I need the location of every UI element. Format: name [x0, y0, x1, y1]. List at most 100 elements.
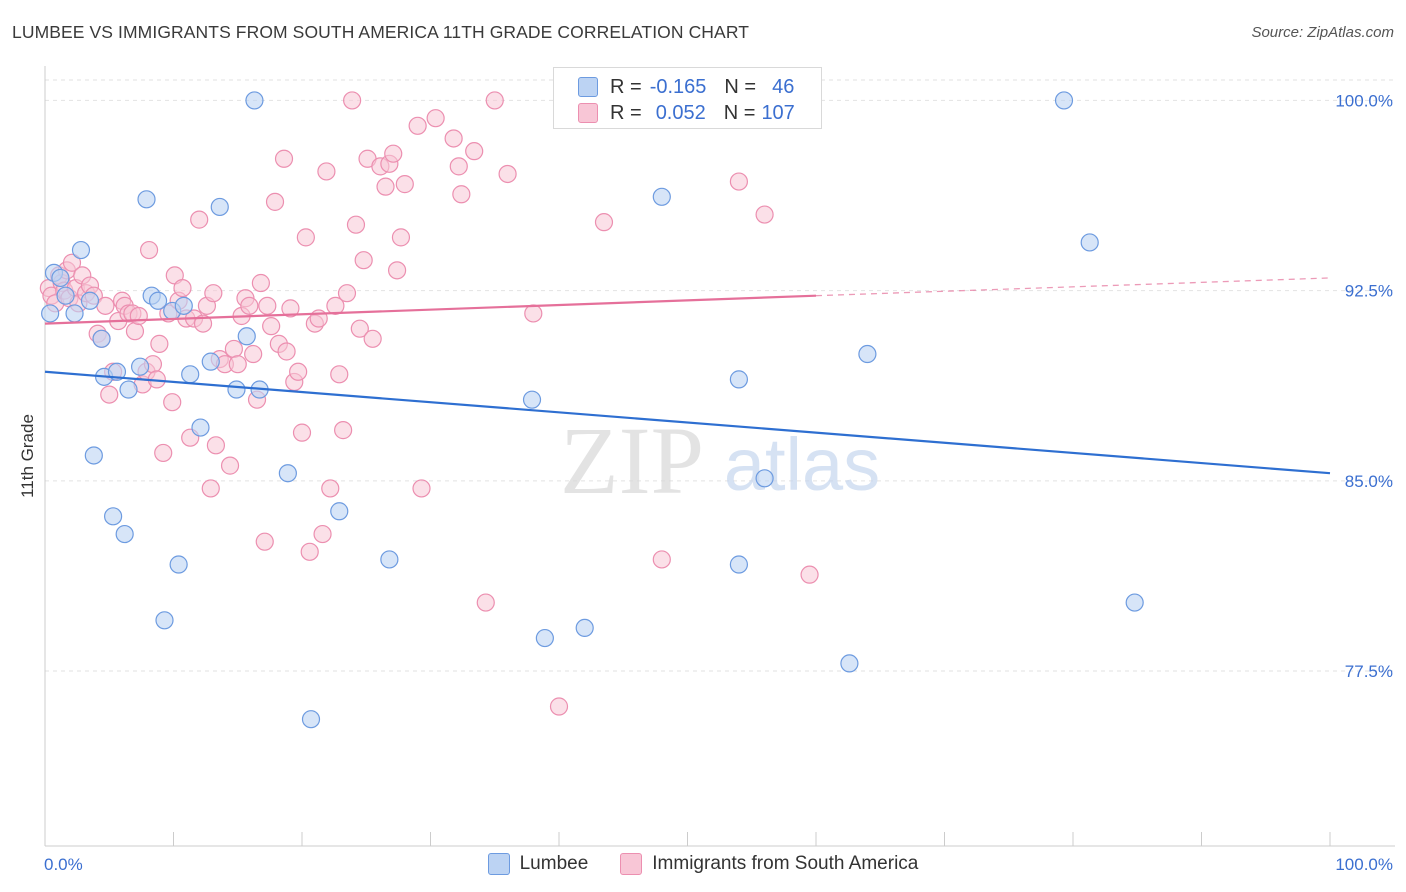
tick-labels: 100.0% 92.5% 85.0% 77.5% 0.0% 100.0% [44, 91, 1393, 874]
data-point-lumbee [148, 291, 168, 310]
data-point-immigrants [498, 164, 517, 184]
data-point-lumbee [65, 304, 84, 323]
data-point-immigrants [173, 278, 192, 298]
legend-label-lumbee: Lumbee [519, 853, 589, 874]
data-point-immigrants [452, 185, 471, 204]
data-point-immigrants [652, 550, 671, 569]
data-point-lumbee [210, 197, 229, 217]
y-tick-label: 77.5% [1345, 662, 1393, 681]
watermark-zip: ZIP [560, 407, 704, 514]
data-point-lumbee [169, 555, 188, 574]
legend-item-lumbee[interactable]: Lumbee [487, 853, 589, 875]
data-point-immigrants [193, 314, 213, 333]
y-tick-label: 85.0% [1345, 472, 1393, 491]
axes [44, 66, 1395, 847]
data-point-lumbee [56, 286, 75, 305]
data-point-lumbee [1080, 233, 1099, 252]
data-point-immigrants [524, 304, 543, 323]
data-point-lumbee [201, 352, 220, 371]
data-point-immigrants [244, 344, 263, 364]
data-point-immigrants [240, 296, 259, 315]
data-point-immigrants [62, 253, 82, 272]
data-point-immigrants [346, 215, 366, 234]
data-point-immigrants [354, 251, 373, 270]
data-point-lumbee [330, 502, 349, 521]
data-point-immigrants [412, 479, 431, 498]
data-point-immigrants [395, 175, 414, 194]
data-point-lumbee [522, 390, 542, 409]
data-point-immigrants [150, 334, 169, 353]
data-point-immigrants [274, 149, 294, 168]
data-point-lumbee [119, 380, 138, 399]
data-point-lumbee [245, 91, 264, 110]
data-point-lumbee [1054, 91, 1074, 110]
y-axis-label: 11th Grade [18, 414, 37, 498]
data-point-immigrants [220, 456, 240, 475]
data-point-lumbee [575, 618, 594, 638]
data-point-lumbee [84, 446, 103, 465]
data-point-immigrants [154, 443, 173, 463]
data-point-immigrants [594, 213, 614, 232]
legend-swatch-pink [578, 103, 598, 123]
n-label: N = [723, 101, 756, 124]
data-point-lumbee [130, 357, 150, 376]
legend-row-immigrants: R = 0.052 N = 107 [578, 101, 795, 125]
r-label: R = [610, 75, 642, 98]
data-point-immigrants [408, 116, 427, 135]
data-point-immigrants [292, 423, 312, 442]
trend-line-lumbee [44, 370, 1331, 475]
data-point-immigrants [163, 393, 182, 412]
data-point-immigrants [262, 317, 281, 336]
data-point-lumbee [155, 611, 174, 630]
trend-lines [44, 277, 1331, 475]
data-point-immigrants [281, 299, 300, 318]
data-point-immigrants [190, 210, 209, 229]
data-point-lumbee [181, 365, 200, 384]
data-point-immigrants [549, 697, 569, 716]
legend-row-lumbee: R = -0.165 N = 46 [578, 75, 794, 99]
data-point-immigrants [300, 542, 319, 561]
data-point-immigrants [326, 296, 345, 315]
data-point-lumbee [858, 344, 877, 364]
data-point-immigrants [343, 91, 362, 110]
data-point-lumbee [301, 710, 321, 729]
y-tick-label: 92.5% [1345, 282, 1393, 301]
data-point-immigrants [258, 296, 277, 315]
correlation-legend: R = -0.165 N = 46 R = 0.052 N = 107 [553, 67, 822, 129]
data-point-immigrants [476, 593, 495, 612]
data-point-immigrants [224, 339, 243, 359]
data-point-immigrants [265, 192, 285, 211]
data-point-immigrants [391, 228, 411, 247]
data-point-immigrants [255, 532, 274, 551]
data-point-immigrants [125, 322, 145, 341]
data-point-immigrants [251, 273, 270, 293]
data-point-lumbee [755, 469, 774, 488]
data-point-immigrants [296, 228, 315, 247]
data-point-lumbee [1125, 593, 1144, 612]
data-point-lumbee [104, 507, 123, 526]
data-point-lumbee [41, 304, 60, 323]
r-label: R = [610, 101, 642, 124]
data-point-immigrants [139, 240, 159, 260]
x-tick-label: 100.0% [1335, 855, 1393, 874]
n-label: N = [724, 75, 757, 98]
data-point-immigrants [201, 479, 220, 498]
data-point-immigrants [384, 144, 403, 163]
data-point-immigrants [729, 172, 749, 191]
data-point-immigrants [129, 306, 148, 326]
data-point-lumbee [729, 555, 749, 574]
data-point-immigrants [755, 205, 774, 224]
data-point-immigrants [376, 177, 395, 196]
trend-line-immigrants-extension [815, 277, 1331, 297]
y-tick-label: 100.0% [1335, 91, 1393, 110]
r-value: -0.165 [649, 75, 707, 98]
legend-swatch-blue [578, 77, 598, 97]
data-point-immigrants [321, 479, 340, 498]
data-point-immigrants [277, 342, 296, 361]
n-value: 107 [761, 101, 795, 124]
legend-item-immigrants[interactable]: Immigrants from South America [620, 853, 918, 875]
data-point-immigrants [363, 329, 382, 348]
x-tick-label: 0.0% [44, 855, 83, 874]
data-point-lumbee [840, 654, 859, 673]
